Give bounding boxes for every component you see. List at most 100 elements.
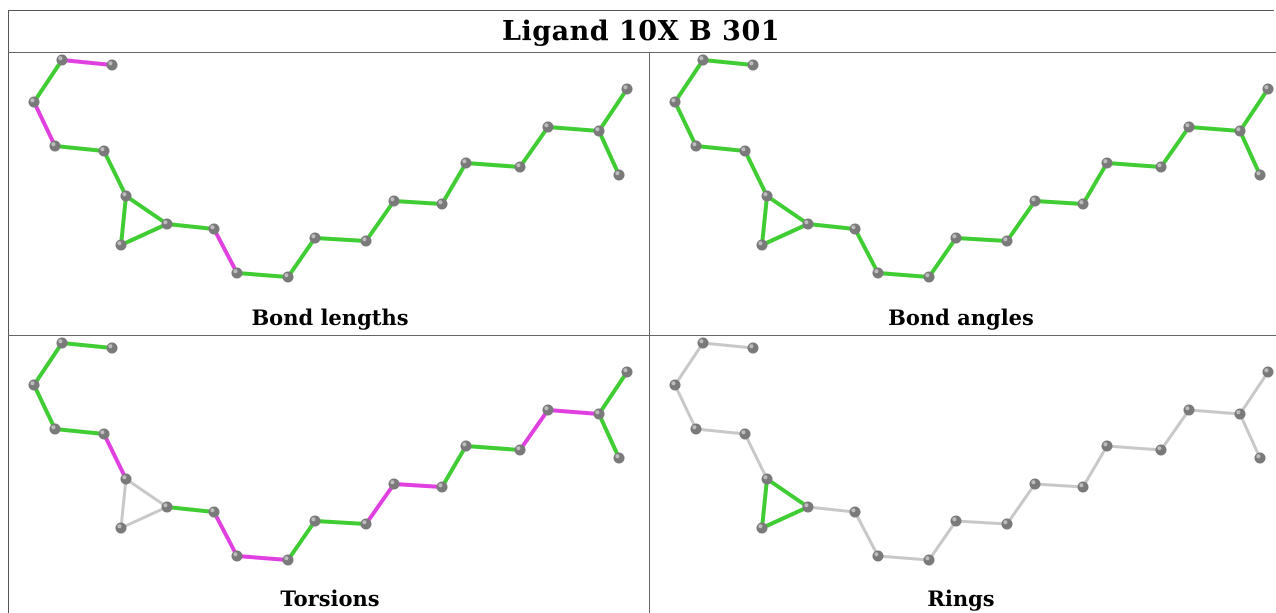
bond-3-4 [694, 427, 747, 436]
atom-highlight-15 [1103, 159, 1108, 164]
bond-10-11 [286, 519, 317, 562]
bond-8-9 [212, 227, 239, 275]
atom-18 [1234, 408, 1246, 420]
caption-torsions: Torsions [280, 586, 380, 611]
bond-18-19 [1238, 87, 1270, 133]
bond-5-7 [124, 477, 169, 509]
bond-6-7 [119, 505, 169, 530]
atom-highlight-11 [952, 517, 957, 522]
atom-highlight-13 [1031, 480, 1036, 485]
bond-1-0 [60, 58, 114, 67]
atom-11 [309, 515, 321, 527]
atom-3 [690, 423, 702, 435]
atom-6 [115, 239, 127, 251]
atom-19 [621, 366, 633, 378]
atom-19 [621, 83, 633, 95]
bond-7-8 [806, 505, 857, 514]
bond-17-18 [546, 125, 601, 133]
atom-highlight-5 [122, 192, 127, 197]
atom-7 [802, 501, 814, 513]
atom-4 [98, 145, 110, 157]
atom-2 [28, 96, 40, 108]
atom-highlight-8 [851, 225, 856, 230]
bond-4-5 [743, 432, 769, 481]
bond-11-12 [313, 519, 368, 526]
atom-8 [208, 506, 220, 518]
atom-highlight-3 [51, 425, 56, 430]
bond-6-7 [119, 222, 169, 247]
bond-8-9 [212, 510, 239, 558]
atom-4 [739, 428, 751, 440]
atom-highlight-14 [438, 200, 443, 205]
atom-5 [120, 190, 132, 202]
atom-18 [1234, 125, 1246, 137]
atom-highlight-4 [100, 430, 105, 435]
atom-4 [739, 145, 751, 157]
bond-6-7 [760, 222, 810, 247]
bond-17-18 [1187, 408, 1242, 416]
bond-0-2 [673, 58, 705, 104]
bond-12-13 [364, 199, 396, 243]
bond-2-3 [32, 100, 57, 148]
atom-highlight-7 [163, 503, 168, 508]
atom-highlight-16 [516, 163, 521, 168]
bond-16-17 [518, 408, 550, 452]
atom-7 [161, 501, 173, 513]
bond-16-17 [1159, 408, 1191, 452]
atom-6 [756, 239, 768, 251]
atom-10 [923, 554, 935, 566]
bond-11-12 [954, 519, 1009, 526]
atom-16 [1155, 444, 1167, 456]
atom-highlight-16 [1157, 446, 1162, 451]
atom-13 [388, 478, 400, 490]
atom-highlight-8 [210, 225, 215, 230]
atom-20 [1254, 169, 1266, 181]
atom-11 [950, 232, 962, 244]
atom-9 [231, 550, 243, 562]
bond-10-11 [927, 236, 958, 279]
atom-highlight-1 [749, 61, 754, 66]
bond-14-15 [1081, 161, 1109, 206]
atom-10 [282, 554, 294, 566]
atom-highlight-4 [741, 147, 746, 152]
atom-highlight-8 [210, 508, 215, 513]
atom-highlight-9 [874, 269, 879, 274]
atom-3 [49, 140, 61, 152]
atom-highlight-10 [284, 556, 289, 561]
atom-highlight-18 [595, 410, 600, 415]
atom-highlight-10 [925, 273, 930, 278]
atom-16 [514, 161, 526, 173]
atom-2 [669, 379, 681, 391]
atom-18 [593, 125, 605, 137]
atom-20 [1254, 452, 1266, 464]
bond-5-7 [765, 194, 810, 226]
atom-17 [1183, 404, 1195, 416]
atom-10 [282, 271, 294, 283]
atom-highlight-3 [692, 425, 697, 430]
atom-highlight-10 [284, 273, 289, 278]
bond-2-3 [673, 383, 698, 431]
atom-highlight-14 [438, 483, 443, 488]
atom-highlight-4 [741, 430, 746, 435]
bond-7-8 [165, 222, 216, 231]
atom-8 [849, 506, 861, 518]
atom-15 [1101, 440, 1113, 452]
atom-highlight-6 [117, 241, 122, 246]
atom-highlight-3 [51, 142, 56, 147]
atom-highlight-19 [1264, 85, 1269, 90]
atom-highlight-5 [763, 192, 768, 197]
atom-highlight-14 [1079, 483, 1084, 488]
atom-1 [106, 342, 118, 354]
atom-highlight-12 [1003, 520, 1008, 525]
atom-highlight-11 [311, 234, 316, 239]
bond-15-16 [464, 444, 522, 452]
bond-7-8 [165, 505, 216, 514]
atom-18 [593, 408, 605, 420]
atom-0 [697, 54, 709, 66]
bond-11-12 [313, 236, 368, 243]
atom-4 [98, 428, 110, 440]
atom-14 [1077, 481, 1089, 493]
atom-12 [1001, 235, 1013, 247]
bond-1-0 [701, 341, 755, 350]
atom-highlight-2 [671, 381, 676, 386]
